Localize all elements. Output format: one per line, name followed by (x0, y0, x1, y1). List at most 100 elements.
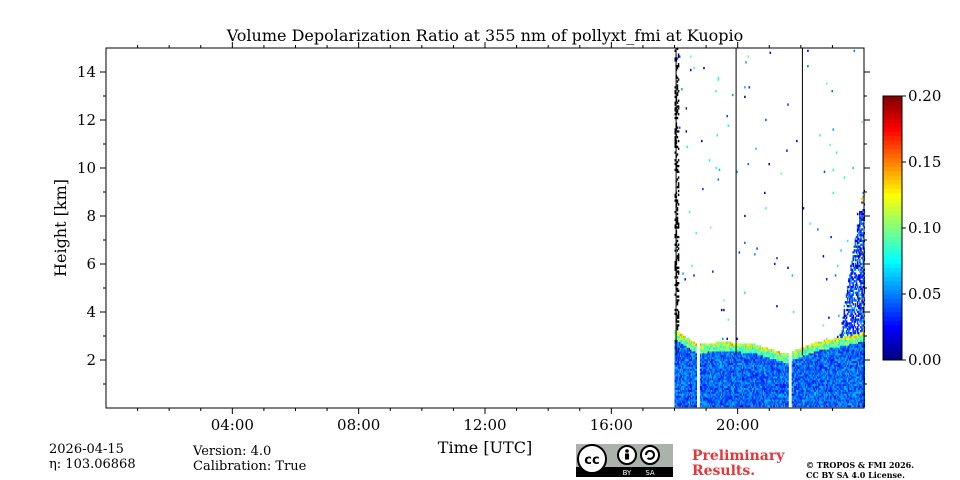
heatmap-cell (718, 391, 721, 394)
heatmap-cell (704, 364, 706, 367)
heatmap-cell (687, 358, 690, 362)
heatmap-cell (807, 351, 809, 354)
heatmap-cell (716, 134, 719, 137)
heatmap-cell (726, 349, 728, 352)
heatmap-cell (782, 372, 785, 375)
heatmap-cell (766, 362, 768, 365)
heatmap-cell (675, 401, 678, 404)
heatmap-cell (702, 391, 704, 394)
heatmap-cell (689, 374, 692, 377)
heatmap-cell (724, 397, 726, 400)
heatmap-cell (731, 349, 734, 352)
heatmap-cell (744, 378, 746, 381)
heatmap-cell (677, 299, 680, 302)
heatmap-cell (707, 401, 710, 404)
heatmap-cell (798, 393, 800, 396)
heatmap-cell (768, 360, 770, 364)
heatmap-cell (676, 295, 679, 298)
heatmap-cell (777, 381, 779, 385)
heatmap-cell (685, 349, 688, 352)
heatmap-cell (710, 395, 713, 398)
heatmap-cell (814, 341, 817, 344)
heatmap-cell (820, 366, 822, 369)
heatmap-cell (750, 402, 753, 406)
heatmap-cell (802, 354, 805, 358)
heatmap-cell (705, 391, 707, 394)
heatmap-cell (818, 360, 820, 364)
heatmap-cell (677, 314, 680, 317)
heatmap-cell (713, 404, 715, 408)
heatmap-cell (760, 370, 763, 373)
heatmap-cell (777, 370, 779, 373)
heatmap-cell (792, 351, 795, 354)
heatmap-cell (752, 356, 755, 360)
heatmap-cell (674, 116, 677, 120)
heatmap-cell (712, 353, 714, 356)
heatmap-cell (830, 354, 832, 358)
heatmap-cell (812, 385, 815, 388)
heatmap-cell (755, 402, 757, 406)
heatmap-cell (833, 360, 836, 364)
heatmap-cell (743, 391, 745, 394)
heatmap-cell (727, 349, 730, 352)
heatmap-cell (718, 372, 721, 375)
heatmap-cell (741, 351, 744, 354)
heatmap-cell (678, 353, 681, 356)
heatmap-cell (688, 347, 691, 350)
heatmap-cell (735, 379, 737, 383)
heatmap-cell (674, 354, 677, 358)
heatmap-cell (713, 353, 715, 356)
heatmap-cell (832, 339, 835, 342)
heatmap-cell (695, 397, 698, 400)
heatmap-cell (736, 401, 738, 404)
heatmap-cell (818, 354, 820, 358)
heatmap-cell (677, 99, 680, 102)
heatmap-cell (723, 372, 725, 375)
heatmap-cell (813, 349, 816, 352)
heatmap-cell (674, 381, 677, 385)
heatmap-cell (807, 353, 809, 356)
heatmap-cell (676, 289, 679, 292)
heatmap-cell (834, 379, 837, 383)
heatmap-cell (727, 381, 730, 385)
heatmap-cell (704, 393, 706, 396)
heatmap-cell (683, 374, 685, 377)
heatmap-cell (810, 378, 812, 381)
heatmap-cell (782, 360, 785, 364)
heatmap-cell (676, 84, 679, 87)
heatmap-cell (715, 383, 717, 387)
heatmap-cell (833, 402, 836, 406)
heatmap-cell (794, 379, 797, 383)
heatmap-cell (804, 397, 807, 400)
heatmap-cell (815, 366, 818, 369)
heatmap-cell (692, 368, 694, 371)
heatmap-cell (808, 364, 810, 367)
heatmap-cell (694, 360, 696, 364)
heatmap-cell (687, 387, 690, 390)
heatmap-cell (740, 349, 743, 352)
heatmap-cell (808, 370, 810, 373)
heatmap-cell (759, 368, 762, 371)
heatmap-cell (835, 372, 838, 375)
heatmap-cell (830, 374, 832, 377)
heatmap-cell (689, 339, 692, 342)
heatmap-cell (791, 376, 794, 379)
heatmap-cell (824, 370, 827, 373)
heatmap-cell (837, 399, 839, 402)
heatmap-cell (725, 341, 727, 344)
heatmap-cell (743, 374, 745, 377)
heatmap-cell (680, 335, 682, 339)
heatmap-cell (830, 393, 832, 396)
heatmap-cell (741, 347, 744, 350)
heatmap-cell (723, 376, 725, 379)
heatmap-cell (746, 343, 748, 346)
heatmap-cell (786, 383, 788, 387)
heatmap-cell (751, 404, 754, 408)
heatmap-cell (676, 105, 679, 108)
heatmap-cell (713, 360, 715, 364)
heatmap-cell (823, 349, 826, 352)
heatmap-cell (768, 399, 770, 402)
heatmap-cell (707, 343, 710, 346)
heatmap-cell (772, 376, 775, 379)
heatmap-cell (762, 378, 765, 381)
